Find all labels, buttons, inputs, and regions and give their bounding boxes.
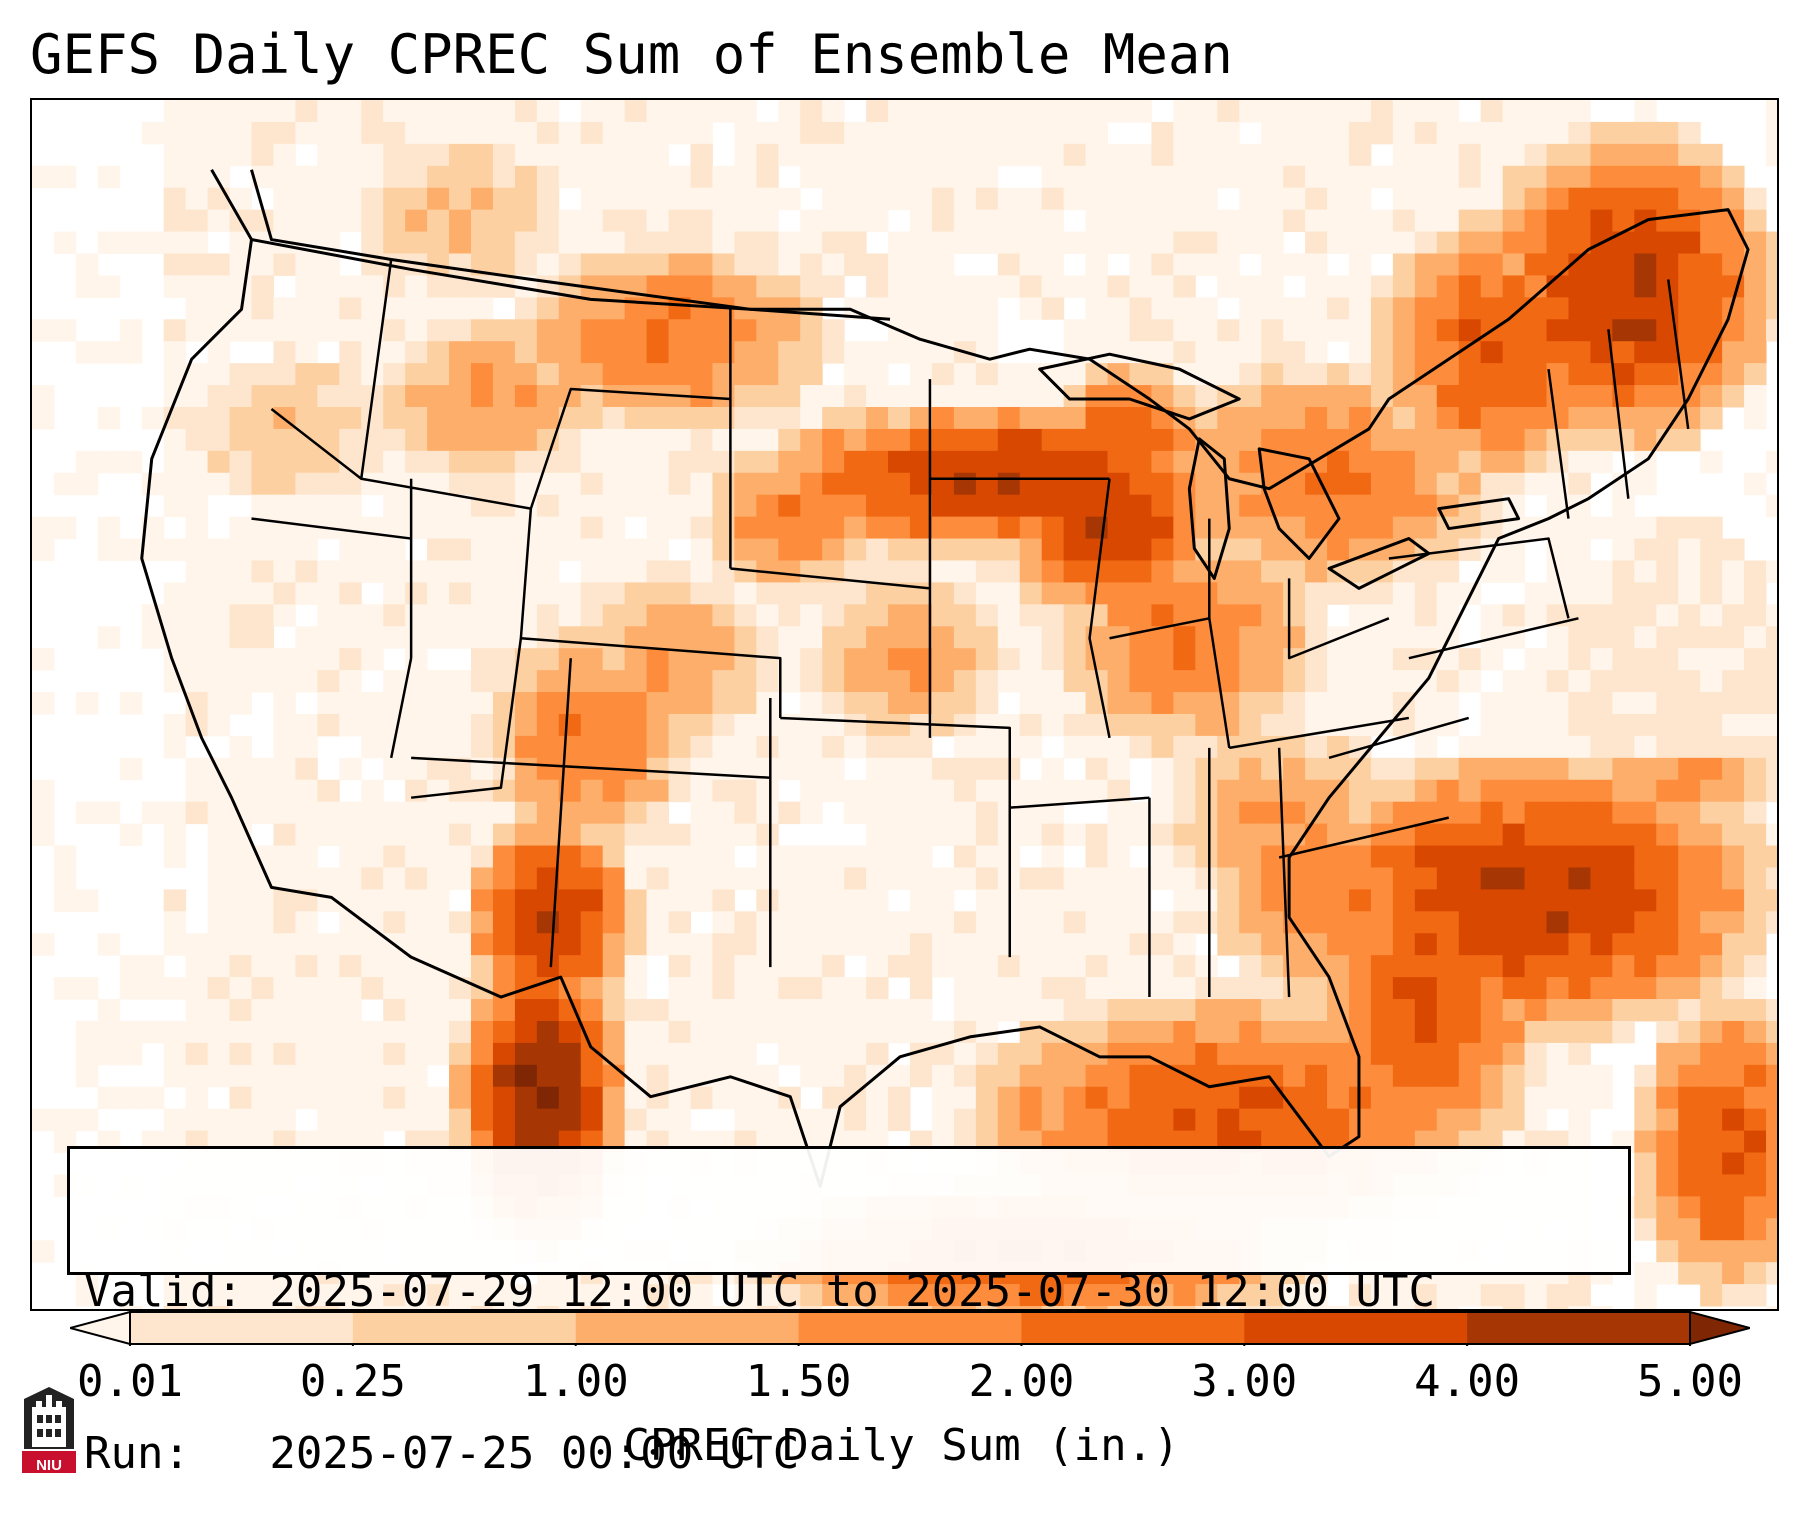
colorbar-tick-label: 1.50: [745, 1356, 852, 1407]
state-line: [251, 259, 1690, 998]
colorbar-segment: [1021, 1312, 1245, 1344]
colorbar-segment: [352, 1312, 577, 1344]
colorbar-tick-label: 0.25: [299, 1356, 406, 1407]
colorbar-segment: [798, 1312, 1022, 1344]
northern-border: [251, 238, 891, 321]
precip-map: [32, 100, 1777, 1309]
valid-time-text: Valid: 2025-07-29 12:00 UTC to 2025-07-3…: [84, 1266, 1436, 1317]
logo-text: NIU: [36, 1457, 62, 1474]
niu-logo-icon: [22, 1387, 76, 1473]
colorbar-segment: [575, 1312, 800, 1344]
colorbar-segment: [1244, 1312, 1468, 1344]
lake-superior: [1038, 352, 1241, 421]
colorbar-tick-label: 0.01: [77, 1356, 183, 1407]
map-panel: [30, 98, 1779, 1311]
colorbar-title: CPREC Daily Sum (in.): [623, 1420, 1180, 1471]
colorbar: [66, 1310, 1754, 1346]
valid-time-box: Valid: 2025-07-29 12:00 UTC to 2025-07-3…: [67, 1146, 1631, 1479]
lake-ontario: [1437, 497, 1521, 531]
lake-huron: [1257, 447, 1341, 560]
colorbar-graphic: [66, 1310, 1754, 1346]
colorbar-tick-label: 5.00: [1637, 1356, 1743, 1407]
colorbar-tick-label: 4.00: [1414, 1356, 1521, 1407]
precip-field: [32, 100, 1777, 1309]
run-time-text: Run: 2025-07-25 00:00 UTC: [84, 1428, 800, 1479]
colorbar-segment: [1467, 1312, 1691, 1344]
map-title: GEFS Daily CPREC Sum of Ensemble Mean: [30, 23, 1233, 86]
colorbar-extend-low: [66, 1310, 131, 1346]
colorbar-tick-label: 2.00: [968, 1356, 1075, 1407]
us-border-outline: [140, 169, 1750, 1188]
state-outlines: [140, 169, 1750, 1188]
colorbar-segment: [130, 1312, 354, 1344]
lake-michigan: [1187, 437, 1231, 580]
colorbar-tick-label: 1.00: [522, 1356, 629, 1407]
colorbar-tick-label: 3.00: [1191, 1356, 1298, 1407]
colorbar-extend-high: [1689, 1310, 1754, 1346]
